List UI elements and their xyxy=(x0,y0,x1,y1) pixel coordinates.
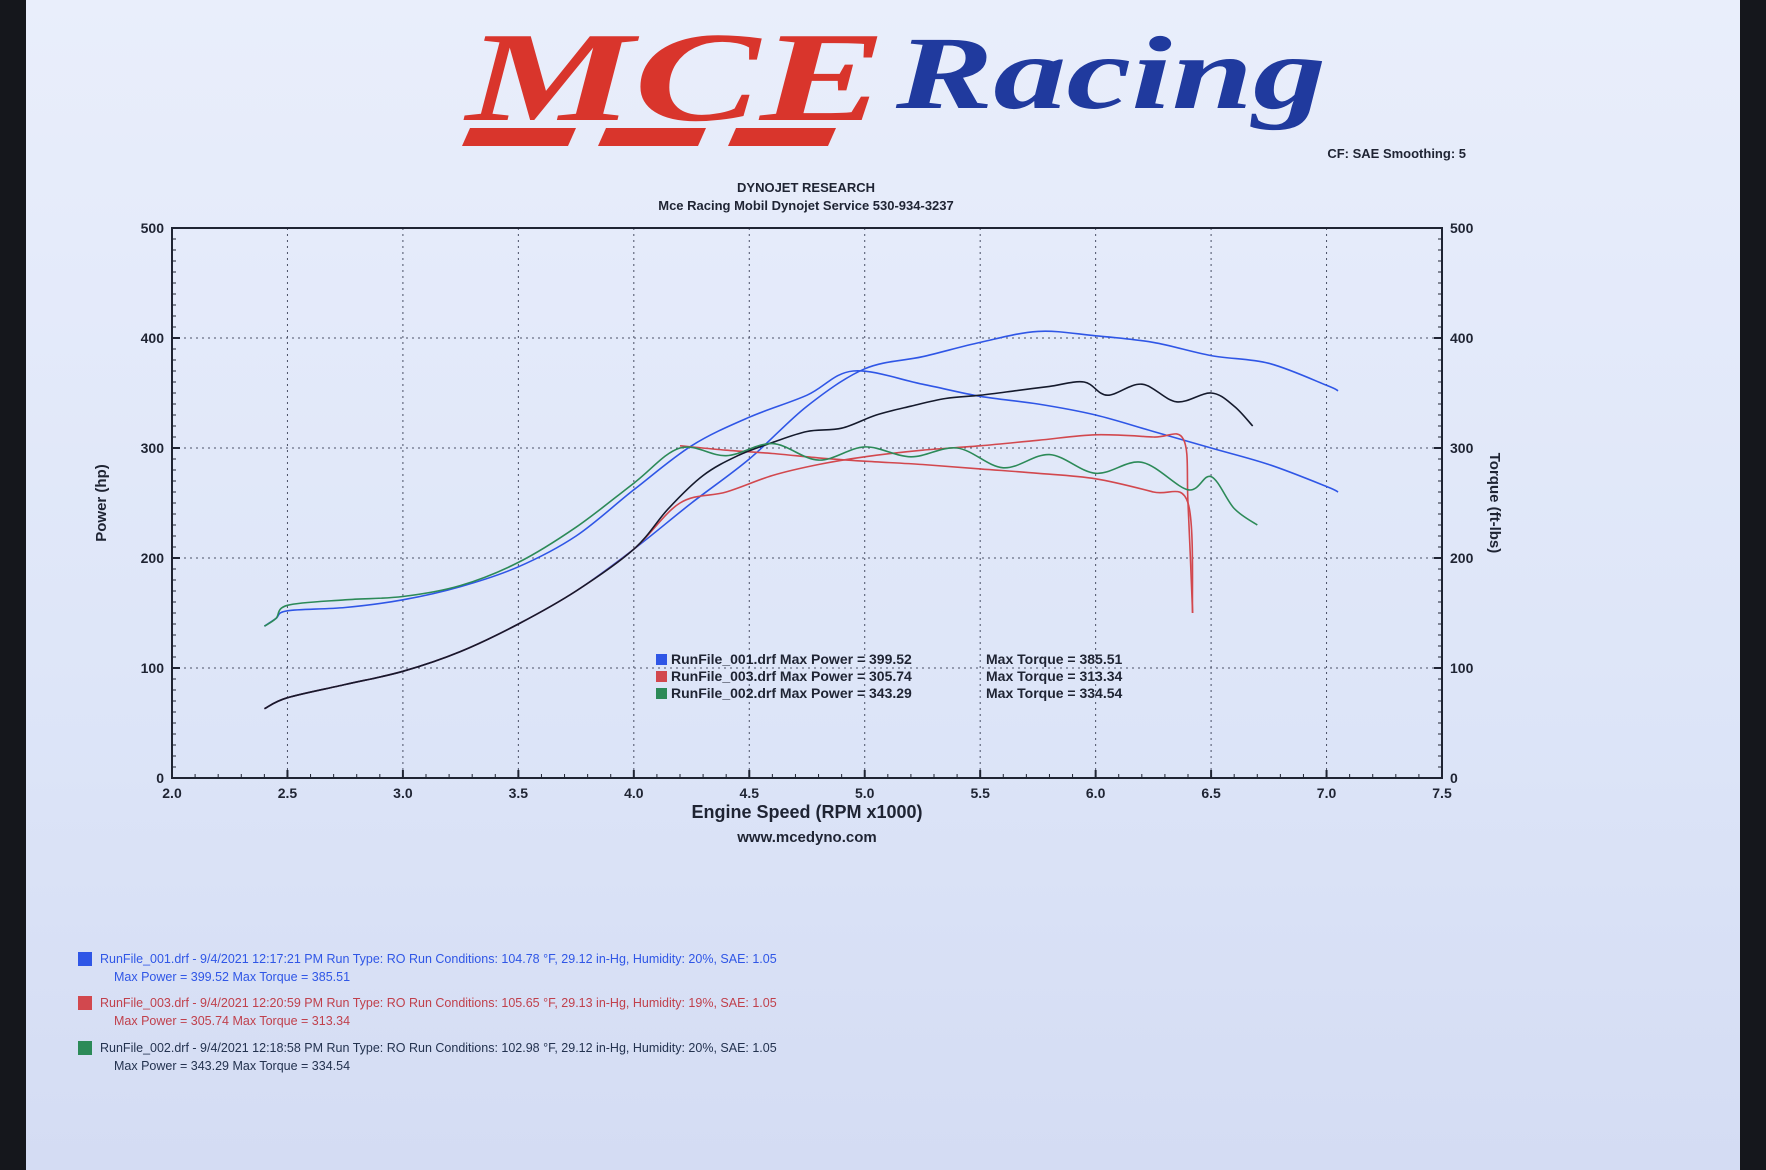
logo-script: Racing xyxy=(895,16,1326,131)
legend-swatch-run2 xyxy=(656,688,667,699)
x-tick-label: 6.0 xyxy=(1086,785,1106,801)
legend-torque-run3: Max Torque = 313.34 xyxy=(986,668,1123,684)
series-line-runfile-003-drf-torque xyxy=(679,445,1194,614)
grid xyxy=(172,228,1442,778)
run-info-swatch xyxy=(78,1041,92,1055)
run-info-max: Max Power = 343.29 Max Torque = 334.54 xyxy=(114,1059,351,1073)
x-tick-label: 2.0 xyxy=(162,785,182,801)
y-left-tick-label: 300 xyxy=(141,440,165,456)
y-right-tick-label: 0 xyxy=(1450,770,1458,786)
x-tick-label: 5.0 xyxy=(855,785,875,801)
x-axis-label: Engine Speed (RPM x1000) xyxy=(691,802,922,822)
x-tick-label: 7.5 xyxy=(1432,785,1452,801)
legend-swatch-run1 xyxy=(656,654,667,665)
legend-entry-run2: RunFile_002.drf Max Power = 343.29 xyxy=(671,685,912,701)
series-line-runfile-002-drf-torque xyxy=(263,442,1258,627)
legend: RunFile_001.drf Max Power = 399.52 Max T… xyxy=(656,651,1123,701)
run-info-swatch xyxy=(78,996,92,1010)
y-right-tick-label: 300 xyxy=(1450,440,1474,456)
chart-title: DYNOJET RESEARCH xyxy=(737,180,875,195)
dyno-sheet: MCE Racing 2.0 2.5 3.0 3.5 4.0 4.5 5.0 5.5 6.0 6.… xyxy=(26,0,1740,1170)
series-line-runfile-001-drf-torque xyxy=(263,370,1339,627)
run-info-line: RunFile_001.drf - 9/4/2021 12:17:21 PM R… xyxy=(100,952,777,966)
series-lines xyxy=(263,330,1339,710)
y-right-tick-label: 100 xyxy=(1450,660,1474,676)
y-left-tick-label: 100 xyxy=(141,660,165,676)
run-info-max: Max Power = 399.52 Max Torque = 385.51 xyxy=(114,970,351,984)
y-left-tick-label: 400 xyxy=(141,330,165,346)
x-tick-label: 3.5 xyxy=(509,785,529,801)
cf-smoothing-label: CF: SAE Smoothing: 5 xyxy=(1327,146,1466,161)
x-tick-label: 6.5 xyxy=(1201,785,1221,801)
y-axis-right-label: Torque (ft-lbs) xyxy=(1486,453,1503,554)
y-right-tick-label: 200 xyxy=(1450,550,1474,566)
x-tick-label: 7.0 xyxy=(1317,785,1337,801)
y-axis-left-label: Power (hp) xyxy=(93,464,110,542)
legend-torque-run2: Max Torque = 334.54 xyxy=(986,685,1123,701)
axis-ticks: 2.0 2.5 3.0 3.5 4.0 4.5 5.0 5.5 6.0 6.5 7.0 7.50100… xyxy=(141,220,1474,801)
series-line-runfile-002-drf-power xyxy=(264,380,1254,710)
y-left-tick-label: 500 xyxy=(141,220,165,236)
x-tick-label: 2.5 xyxy=(278,785,298,801)
legend-entry-run3: RunFile_003.drf Max Power = 305.74 xyxy=(671,668,912,684)
x-tick-label: 3.0 xyxy=(393,785,413,801)
legend-entry-run1: RunFile_001.drf Max Power = 399.52 xyxy=(671,651,912,667)
y-right-tick-label: 500 xyxy=(1450,220,1474,236)
logo-brand: MCE xyxy=(463,6,886,148)
dyno-chart: 2.0 2.5 3.0 3.5 4.0 4.5 5.0 5.5 6.0 6.5 7.0 7.50100… xyxy=(93,146,1503,846)
x-tick-label: 4.5 xyxy=(740,785,760,801)
chart-subtitle: Mce Racing Mobil Dynojet Service 530-934… xyxy=(658,198,954,213)
x-tick-label: 4.0 xyxy=(624,785,644,801)
legend-swatch-run3 xyxy=(656,671,667,682)
run-info-line: RunFile_003.drf - 9/4/2021 12:20:59 PM R… xyxy=(100,996,777,1010)
y-right-tick-label: 400 xyxy=(1450,330,1474,346)
run-info-max: Max Power = 305.74 Max Torque = 313.34 xyxy=(114,1014,351,1028)
run-info-line: RunFile_002.drf - 9/4/2021 12:18:58 PM R… xyxy=(100,1041,777,1055)
y-left-tick-label: 0 xyxy=(156,770,164,786)
legend-torque-run1: Max Torque = 385.51 xyxy=(986,651,1123,667)
website-label: www.mcedyno.com xyxy=(736,829,876,846)
run-info-swatch xyxy=(78,952,92,966)
mce-racing-logo: MCE Racing xyxy=(462,6,1326,148)
y-left-tick-label: 200 xyxy=(141,550,165,566)
x-tick-label: 5.5 xyxy=(970,785,990,801)
